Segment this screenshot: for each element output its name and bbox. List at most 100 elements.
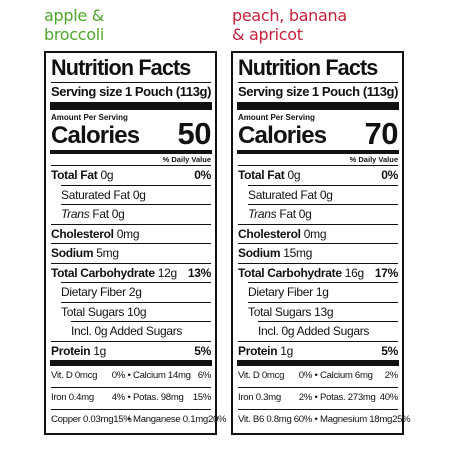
micro-cell: Vit. B6 0.8mg 60% — [238, 410, 312, 431]
nutrient-label: Incl. 0g Added Sugars — [258, 324, 370, 338]
nutrient-label: Sodium — [51, 246, 94, 260]
micro-name: Iron 0.3mg — [238, 392, 281, 403]
flavor-heading-peach-banana-apricot: peach, banana & apricot — [232, 6, 347, 44]
sodium-row: Sodium 15mg — [238, 243, 398, 263]
dietary-fiber-row: Dietary Fiber 2g — [61, 282, 211, 302]
nutrient-amount: 0mg — [303, 226, 327, 241]
micronutrient-row: Iron 0.3mg 2% • Potas. 273mg 40% — [238, 387, 398, 409]
nutrient-amount: 5mg — [96, 246, 119, 260]
nutrient-pct: 0% — [381, 168, 398, 182]
added-sugars-row: Incl. 0g Added Sugars — [71, 321, 211, 341]
nutrient-amount: 0g — [287, 168, 301, 182]
serving-size-row: Serving size 1 Pouch (113g) — [238, 83, 398, 101]
micro-pct: 0% — [111, 370, 126, 381]
bullet-separator: • — [127, 392, 131, 403]
micro-cell: Copper 0.03mg 15% — [51, 410, 132, 431]
nutrient-label: Cholesterol — [51, 226, 114, 241]
nutrient-amount: 15mg — [283, 246, 313, 260]
flavor-heading-apple-broccoli: apple & broccoli — [44, 6, 104, 44]
micro-cell: Potas. 273mg 40% — [320, 388, 398, 409]
panel-title: Nutrition Facts — [51, 55, 191, 80]
micro-name: Calcium 14mg — [133, 370, 191, 381]
nutrient-pct: 17% — [374, 265, 398, 280]
thick-divider — [50, 360, 212, 366]
micro-name: Vit. B6 0.8mg — [238, 414, 292, 425]
micro-pct: 0% — [298, 370, 313, 381]
micro-pct: 2% — [384, 370, 399, 381]
serving-value: 1 Pouch (113g) — [124, 84, 212, 99]
micro-cell: Vit. D 0mcg 0% — [51, 366, 125, 387]
dietary-fiber-row: Dietary Fiber 1g — [248, 282, 398, 302]
nutrient-label: Total Fat — [51, 168, 98, 182]
divider — [51, 82, 211, 83]
micro-pct: 15% — [192, 392, 212, 403]
bullet-separator: • — [127, 414, 131, 425]
trans-fat-row: Trans Fat 0g — [61, 204, 211, 224]
nutrient-amount: 0g — [100, 168, 114, 182]
nutrient-amount: 0mg — [116, 226, 140, 241]
micro-cell: Manganese 0.1mg 20% — [133, 410, 227, 431]
serving-label: Serving size — [238, 84, 310, 99]
nutrient-label-italic: Trans — [61, 207, 90, 221]
saturated-fat-row: Saturated Fat 0g — [248, 184, 398, 205]
micro-cell: Potas. 98mg 15% — [133, 388, 211, 409]
daily-value-header: % Daily Value — [349, 155, 398, 164]
nutrient-pct: 13% — [187, 265, 211, 280]
serving-size-row: Serving size 1 Pouch (113g) — [51, 83, 211, 101]
nutrient-pct: 0% — [194, 168, 211, 182]
nutrient-label: Total Sugars 10g — [61, 304, 147, 319]
nutrient-label: Cholesterol — [238, 226, 301, 241]
micro-cell: Iron 0.3mg 2% — [238, 388, 312, 409]
micronutrient-row: Iron 0.4mg 4% • Potas. 98mg 15% — [51, 387, 211, 409]
micro-cell: Calcium 14mg 6% — [133, 366, 211, 387]
total-sugars-row: Total Sugars 13g — [248, 301, 398, 322]
micro-pct: 15% — [113, 414, 132, 425]
nutrient-pct: 5% — [194, 343, 211, 358]
micro-name: Manganese 0.1mg — [133, 414, 208, 425]
total-fat-row: Total Fat 0g 0% — [51, 165, 211, 185]
micro-pct: 20% — [207, 414, 227, 425]
calories-label: Calories — [51, 122, 140, 149]
micro-pct: 25% — [392, 414, 411, 425]
flavor-line: apple & — [44, 6, 104, 25]
nutrient-label: Incl. 0g Added Sugars — [71, 324, 183, 338]
micro-pct: 40% — [379, 392, 399, 403]
micronutrient-row: Vit. B6 0.8mg 60% • Magnesium 18mg 25% — [238, 409, 411, 431]
saturated-fat-row: Saturated Fat 0g — [61, 184, 211, 205]
medium-divider — [50, 150, 212, 154]
micro-name: Potas. 273mg — [320, 392, 376, 403]
micro-cell: Magnesium 18mg 25% — [320, 410, 411, 431]
nutrient-label: Total Sugars 13g — [248, 304, 334, 319]
trans-fat-row: Trans Fat 0g — [248, 204, 398, 224]
bullet-separator: • — [314, 414, 318, 425]
micro-name: Calcium 6mg — [320, 370, 373, 381]
nutrient-label: Fat 0g — [276, 207, 312, 221]
sodium-row: Sodium 5mg — [51, 243, 211, 263]
nutrient-label: Total Carbohydrate — [51, 265, 155, 280]
nutrient-label: Protein — [51, 343, 91, 358]
thick-divider — [237, 360, 399, 366]
nutrient-amount: 16g — [344, 265, 364, 280]
nutrient-pct: 5% — [381, 343, 398, 358]
micro-name: Magnesium 18mg — [320, 414, 393, 425]
thick-divider — [50, 102, 212, 110]
calories-value: 50 — [177, 116, 212, 151]
bullet-separator: • — [127, 370, 131, 381]
micro-name: Potas. 98mg — [133, 392, 184, 403]
nutrient-label: Saturated Fat 0g — [61, 187, 146, 202]
calories-value: 70 — [364, 116, 399, 151]
calories-row: Calories 70 — [238, 116, 399, 151]
nutrition-facts-panel-left: Nutrition Facts Serving size 1 Pouch (11… — [44, 51, 227, 435]
nutrient-label-italic: Trans — [248, 207, 277, 221]
micro-name: Copper 0.03mg — [51, 414, 114, 425]
cholesterol-row: Cholesterol 0mg — [238, 223, 398, 244]
calories-label: Calories — [238, 122, 327, 149]
divider — [238, 82, 398, 83]
nutrient-label: Fat 0g — [89, 207, 125, 221]
total-sugars-row: Total Sugars 10g — [61, 301, 211, 322]
micronutrient-row: Vit. D 0mcg 0% • Calcium 14mg 6% — [51, 366, 211, 387]
micro-pct: 4% — [111, 392, 126, 403]
bullet-separator: • — [314, 392, 318, 403]
nutrition-facts-panel-right: Nutrition Facts Serving size 1 Pouch (11… — [231, 51, 411, 435]
amount-per-serving: Amount Per Serving — [51, 113, 128, 122]
